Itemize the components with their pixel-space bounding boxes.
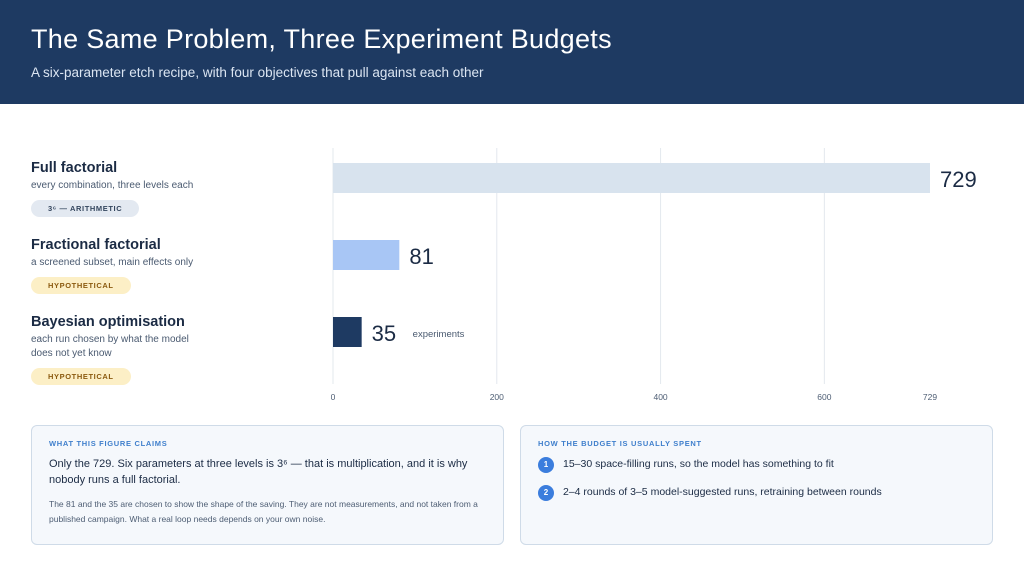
hypothetical-badge: HYPOTHETICAL	[31, 368, 131, 385]
bar-value-label: 81	[409, 244, 433, 269]
method-description: every combination, three levels each	[31, 180, 194, 191]
arithmetic-badge: 3⁶ — ARITHMETIC	[31, 200, 140, 217]
method-name: Fractional factorial	[31, 237, 161, 253]
method-description: each run chosen by what the model does n…	[31, 334, 189, 359]
x-tick-label: 0	[331, 392, 336, 402]
claims-card: WHAT THIS FIGURE CLAIMS Only the 729. Si…	[31, 425, 504, 545]
step-text: 15–30 space-filling runs, so the model h…	[563, 458, 834, 470]
method-name: Full factorial	[31, 160, 118, 176]
row-label-bayesian-optimisation: Bayesian optimisation each run chosen by…	[31, 314, 211, 385]
budget-card: HOW THE BUDGET IS USUALLY SPENT 1 15–30 …	[520, 425, 993, 545]
x-tick-label: 400	[653, 392, 667, 402]
step-text: 2–4 rounds of 3–5 model-suggested runs, …	[563, 486, 882, 498]
budget-step: 1 15–30 space-filling runs, so the model…	[538, 457, 975, 473]
row-label-fractional-factorial: Fractional factorial a screened subset, …	[31, 237, 321, 294]
method-description: a screened subset, main effects only	[31, 257, 194, 268]
bar	[333, 240, 400, 270]
method-name: Bayesian optimisation	[31, 314, 185, 330]
hypothetical-badge: HYPOTHETICAL	[31, 277, 131, 294]
step-number-badge: 1	[538, 457, 554, 473]
budget-kicker: HOW THE BUDGET IS USUALLY SPENT	[538, 439, 702, 448]
x-tick-label: 200	[490, 392, 504, 402]
claims-kicker: WHAT THIS FIGURE CLAIMS	[49, 439, 168, 448]
step-number-badge: 2	[538, 485, 554, 501]
bar	[333, 163, 930, 193]
x-tick-label: 729	[923, 392, 937, 402]
bar-chart: 0 200 400 600 729 729 81 35 experiments	[331, 148, 977, 402]
page-subtitle: A six-parameter etch recipe, with four o…	[31, 65, 484, 80]
bar-value-label: 729	[940, 167, 977, 192]
bar	[333, 317, 362, 347]
header-banner: The Same Problem, Three Experiment Budge…	[0, 0, 1024, 104]
x-tick-label: 600	[817, 392, 831, 402]
claims-lead: Only the 729. Six parameters at three le…	[49, 458, 468, 486]
row-label-full-factorial: Full factorial every combination, three …	[31, 160, 321, 217]
claims-fine-print: The 81 and the 35 are chosen to show the…	[49, 499, 478, 524]
page-title: The Same Problem, Three Experiment Budge…	[31, 24, 612, 54]
bar-value-label: 35	[372, 321, 396, 346]
unit-annotation: experiments	[413, 329, 465, 340]
budget-step: 2 2–4 rounds of 3–5 model-suggested runs…	[538, 485, 975, 501]
